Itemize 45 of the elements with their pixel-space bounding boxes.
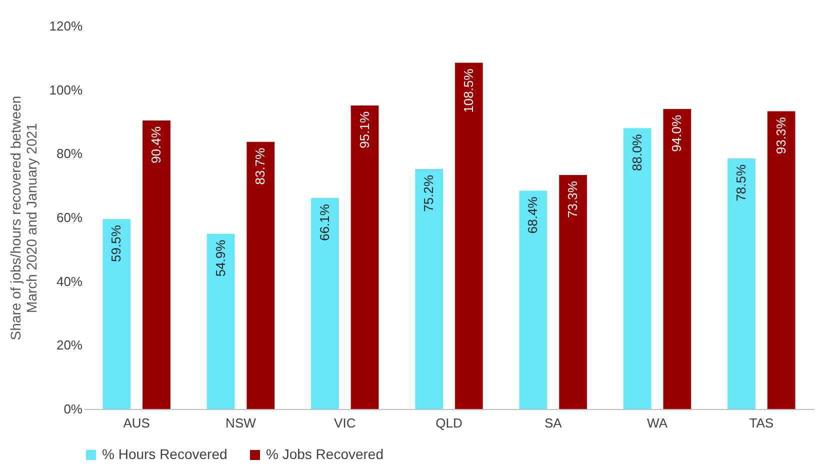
data-label: 88.0% xyxy=(629,134,644,172)
y-tick-label: 100% xyxy=(49,82,83,98)
bar xyxy=(454,62,483,409)
y-tick-label: 0% xyxy=(64,402,83,416)
data-label: 73.3% xyxy=(565,180,580,218)
data-label: 108.5% xyxy=(460,68,476,113)
data-label: 94.0% xyxy=(669,114,684,152)
y-tick-label: 40% xyxy=(56,274,83,289)
bar xyxy=(206,234,235,409)
x-tick-label: WA xyxy=(647,416,668,430)
legend-label: % Hours Recovered xyxy=(102,446,228,462)
bar xyxy=(415,168,444,409)
data-label: 78.5% xyxy=(734,164,748,202)
y-tick-label: 120% xyxy=(49,18,83,34)
bar xyxy=(767,111,796,409)
bar xyxy=(559,175,587,409)
legend-label: % Jobs Recovered xyxy=(266,446,384,462)
bar xyxy=(623,128,652,409)
bar xyxy=(350,105,379,409)
y-tick-label: 20% xyxy=(56,338,83,353)
y-tick-label: 60% xyxy=(56,210,83,225)
data-label: 68.4% xyxy=(525,196,540,234)
data-label: 75.2% xyxy=(421,174,436,212)
x-tick-label: QLD xyxy=(436,416,462,430)
data-label: 66.1% xyxy=(316,204,332,241)
data-label: 83.7% xyxy=(252,147,268,185)
data-label: 59.5% xyxy=(108,224,124,262)
x-tick-label: VIC xyxy=(334,416,356,430)
x-tick-label: TAS xyxy=(749,416,774,430)
data-label: 90.4% xyxy=(148,126,164,164)
bar xyxy=(102,219,131,409)
data-label: 54.9% xyxy=(212,239,228,277)
bar xyxy=(663,108,692,409)
bar xyxy=(246,142,275,409)
data-label: 95.1% xyxy=(356,111,372,148)
x-tick-label: SA xyxy=(544,416,562,430)
x-tick-label: NSW xyxy=(226,416,257,430)
y-tick-label: 80% xyxy=(56,146,83,162)
data-label: 93.3% xyxy=(773,116,788,154)
bar xyxy=(728,158,756,409)
y-axis-title: Share of jobs/hours recovered between March 2020 and January 2021 xyxy=(7,96,40,340)
bar xyxy=(142,120,170,409)
bar xyxy=(311,198,339,409)
x-tick-label: AUS xyxy=(123,416,150,430)
bar xyxy=(519,190,548,409)
